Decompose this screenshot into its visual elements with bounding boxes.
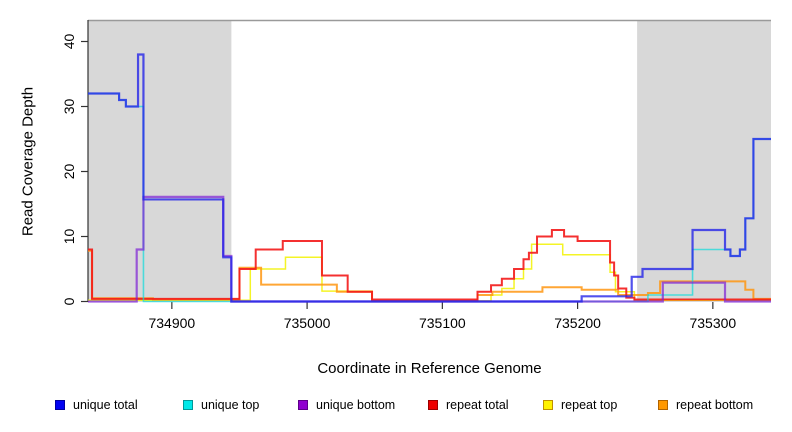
x-tick-label: 734900	[148, 315, 195, 331]
legend-item-unique-bottom: unique bottom	[298, 398, 395, 412]
legend-item-unique-top: unique top	[183, 398, 259, 412]
x-tick-label: 735300	[689, 315, 736, 331]
legend-item-unique-total: unique total	[55, 398, 138, 412]
legend-label: unique bottom	[316, 398, 396, 412]
legend-swatch-unique-total	[55, 400, 65, 410]
legend-label: repeat total	[446, 398, 509, 412]
legend-item-repeat-bottom: repeat bottom	[658, 398, 753, 412]
y-tick-label: 20	[61, 164, 77, 180]
legend-label: repeat bottom	[676, 398, 754, 412]
legend-item-repeat-top: repeat top	[543, 398, 617, 412]
y-axis-title: Read Coverage Depth	[19, 86, 37, 237]
series-unique-bottom	[88, 195, 771, 303]
y-tick-label: 10	[61, 229, 77, 245]
legend-swatch-repeat-total	[428, 400, 438, 410]
legend-swatch-unique-bottom	[298, 400, 308, 410]
legend-label: repeat top	[561, 398, 618, 412]
series-repeat-total	[88, 229, 771, 301]
legend-item-repeat-total: repeat total	[428, 398, 509, 412]
legend-swatch-unique-top	[183, 400, 193, 410]
legend-label: unique top	[201, 398, 260, 412]
x-tick-label: 735100	[419, 315, 466, 331]
x-tick-label: 735000	[284, 315, 331, 331]
legend-swatch-repeat-top	[543, 400, 553, 410]
y-tick-label: 0	[61, 297, 77, 305]
series-repeat-top	[88, 243, 771, 302]
x-tick-label: 735200	[554, 315, 601, 331]
y-tick-label: 30	[61, 99, 77, 115]
coverage-plot-canvas: 0 10 20 30 40 734900 735000 735100 735200 735300	[61, 19, 771, 331]
y-tick-label: 40	[61, 34, 77, 50]
series-unique-total	[88, 53, 771, 303]
shaded-region-0	[88, 20, 232, 302]
legend-label: unique total	[73, 398, 138, 412]
legend: unique total unique top unique bottom re…	[0, 398, 792, 424]
x-axis-title: Coordinate in Reference Genome	[317, 360, 542, 377]
shaded-region-1	[637, 20, 771, 302]
legend-swatch-repeat-bottom	[658, 400, 668, 410]
